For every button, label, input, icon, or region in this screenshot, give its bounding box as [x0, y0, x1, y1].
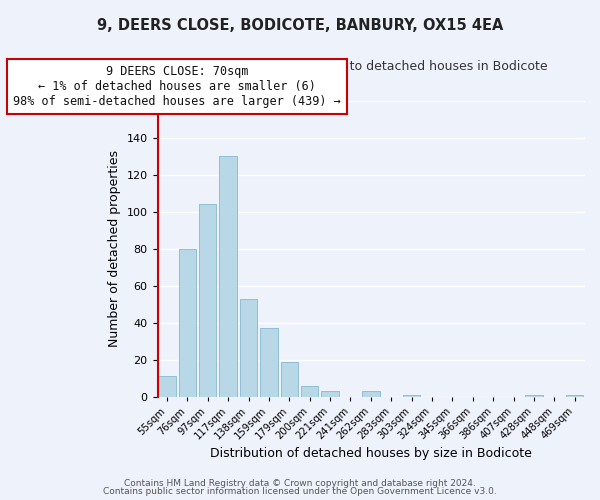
Bar	[403, 395, 421, 397]
Bar	[362, 391, 380, 397]
Text: 9, DEERS CLOSE, BODICOTE, BANBURY, OX15 4EA: 9, DEERS CLOSE, BODICOTE, BANBURY, OX15 …	[97, 18, 503, 32]
Bar	[158, 376, 176, 397]
Bar	[179, 248, 196, 397]
X-axis label: Distribution of detached houses by size in Bodicote: Distribution of detached houses by size …	[210, 447, 532, 460]
Title: Size of property relative to detached houses in Bodicote: Size of property relative to detached ho…	[194, 60, 547, 73]
Bar	[526, 395, 542, 397]
Bar	[240, 298, 257, 397]
Bar	[566, 395, 583, 397]
Text: 9 DEERS CLOSE: 70sqm
← 1% of detached houses are smaller (6)
98% of semi-detache: 9 DEERS CLOSE: 70sqm ← 1% of detached ho…	[13, 65, 341, 108]
Bar	[199, 204, 217, 397]
Bar	[220, 156, 237, 397]
Bar	[260, 328, 278, 397]
Text: Contains HM Land Registry data © Crown copyright and database right 2024.: Contains HM Land Registry data © Crown c…	[124, 478, 476, 488]
Bar	[281, 362, 298, 397]
Bar	[322, 391, 339, 397]
Y-axis label: Number of detached properties: Number of detached properties	[108, 150, 121, 347]
Text: Contains public sector information licensed under the Open Government Licence v3: Contains public sector information licen…	[103, 487, 497, 496]
Bar	[301, 386, 319, 397]
